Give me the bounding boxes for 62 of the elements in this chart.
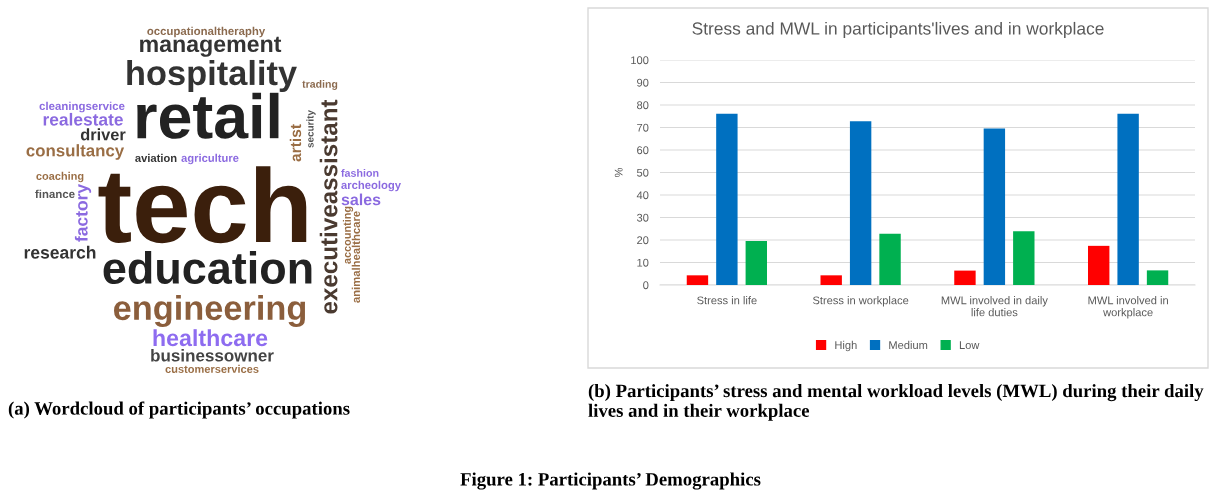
y-tick-label: 70 [637,123,649,132]
legend-label: Medium [889,340,928,350]
text: hospitality [127,59,297,93]
x-tick-label: MWL involved in daily life duties [941,296,1048,317]
text: trading [302,80,338,90]
text: cleaningservice [39,101,125,113]
bar [745,240,767,285]
caption: Figure 1: Participants’ Demographics [460,472,761,490]
text: healthcare [153,329,268,347]
bar [879,233,901,285]
y-tick-label: 50 [636,168,649,177]
bar [1146,270,1169,285]
bar [1013,231,1035,285]
y-tick-label: 10 [637,258,649,267]
text: finance [35,189,75,199]
text: sales [341,193,381,206]
y-tick-label: 30 [636,213,649,222]
bar [849,121,872,285]
text: artist [289,124,302,162]
text: archeology [341,180,401,192]
y-tick-label: 90 [637,78,649,87]
bar [1117,113,1139,285]
bar [686,275,709,285]
bar [983,128,1006,285]
text: tech [98,166,307,244]
x-tick-label: Stress in workplace [812,296,909,307]
text: security [306,110,316,148]
text: consultancy [26,144,125,160]
bar [716,113,738,285]
text: fashion [341,169,379,177]
y-tick-label: 0 [643,281,649,290]
y-tick-label: 80 [637,101,649,110]
text: realestate [43,112,123,126]
text: factory [74,183,92,242]
bar [820,275,842,285]
text: coaching [36,171,84,183]
text: driver [80,128,126,141]
text: retail [137,92,279,139]
text: engineering [114,294,306,328]
text: (a) Wordcloud of participants’ occupations [8,401,350,419]
bar [954,270,976,285]
text: research [24,245,96,259]
x-tick-label: Stress in life [697,296,757,305]
text: businessowner [151,349,274,362]
y-tick-label: 60 [637,146,649,155]
bar [1088,245,1110,285]
legend-label: Low [959,341,980,350]
text: occupationaltheraphy [147,26,266,38]
legend-label: High [835,340,857,352]
y-tick-label: 20 [637,236,649,245]
y-axis-title: % [614,167,623,178]
text: aviation [135,153,177,162]
y-tick-label: 100 [631,56,649,65]
text: (b) Participants’ stress and mental workload levels (MWL) during their daily lives and in their workplace [588,384,1204,421]
text: education [103,251,312,285]
text: customerservices [165,364,259,373]
chart-title: Stress and MWL in participants'lives and in workplace [692,21,1104,39]
text: management [140,36,282,57]
x-tick-label: MWL involved in workplace [1088,296,1168,319]
y-tick-label: 40 [636,191,649,200]
text: agriculture [181,153,239,165]
text: executiveassistant [319,99,338,314]
